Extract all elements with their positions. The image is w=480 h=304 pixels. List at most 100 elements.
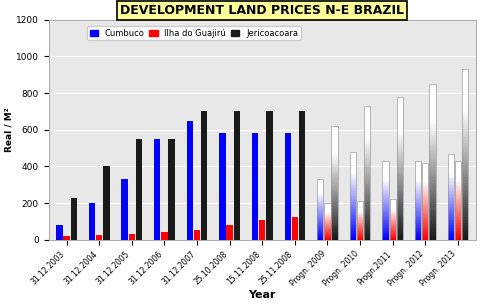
Bar <box>396 161 403 164</box>
Bar <box>422 195 429 196</box>
Bar <box>447 208 454 209</box>
Bar <box>447 161 454 162</box>
Bar <box>422 167 429 168</box>
Bar <box>63 236 70 240</box>
Bar <box>324 230 331 231</box>
Bar <box>383 228 389 229</box>
Bar <box>364 115 371 117</box>
Bar <box>396 104 403 106</box>
Bar <box>455 232 461 233</box>
Bar <box>396 226 403 228</box>
Bar <box>332 217 338 219</box>
Bar <box>455 161 461 240</box>
Bar <box>462 217 468 220</box>
Bar <box>317 181 324 182</box>
Bar <box>455 195 461 196</box>
Bar <box>357 216 363 217</box>
Bar <box>422 172 429 173</box>
Bar <box>332 225 338 226</box>
Bar <box>357 217 363 218</box>
Bar <box>364 233 371 235</box>
Bar <box>350 213 356 215</box>
Bar <box>383 195 389 196</box>
Bar <box>415 204 421 206</box>
Bar <box>447 167 454 168</box>
Bar <box>390 216 396 217</box>
Bar <box>383 230 389 232</box>
Bar <box>462 101 468 103</box>
Bar <box>455 199 461 200</box>
Bar <box>383 238 389 240</box>
Bar <box>422 188 429 190</box>
Bar <box>422 230 429 231</box>
Bar <box>415 169 421 170</box>
Bar <box>429 154 436 157</box>
Bar <box>350 234 356 235</box>
Bar <box>332 236 338 238</box>
Bar <box>447 194 454 195</box>
Bar <box>455 236 461 237</box>
Bar <box>422 236 429 237</box>
Bar <box>317 180 324 181</box>
Bar <box>415 191 421 192</box>
Bar <box>383 170 389 171</box>
Bar <box>317 205 324 206</box>
Bar <box>422 163 429 164</box>
Bar <box>396 156 403 159</box>
Bar <box>357 237 363 238</box>
Bar <box>462 160 468 163</box>
Bar <box>350 238 356 240</box>
Bar <box>462 92 468 95</box>
Bar <box>350 199 356 200</box>
Bar <box>324 212 331 213</box>
Bar <box>422 176 429 177</box>
Bar <box>462 135 468 137</box>
Bar <box>350 224 356 225</box>
Bar <box>396 154 403 156</box>
Bar <box>396 111 403 113</box>
Bar <box>364 139 371 142</box>
Bar <box>415 234 421 236</box>
Bar <box>390 199 396 240</box>
Bar <box>429 214 436 216</box>
Bar <box>383 224 389 225</box>
Bar <box>332 132 338 134</box>
Bar <box>429 105 436 107</box>
Bar <box>317 203 324 205</box>
Bar <box>357 233 363 234</box>
Bar <box>390 218 396 219</box>
Bar <box>383 173 389 174</box>
Bar <box>357 220 363 221</box>
Bar <box>415 216 421 217</box>
Bar <box>447 199 454 201</box>
Bar <box>429 151 436 154</box>
Bar <box>422 209 429 210</box>
Bar <box>462 171 468 174</box>
Bar <box>462 143 468 146</box>
Bar <box>364 144 371 146</box>
Bar <box>422 204 429 205</box>
Bar <box>317 232 324 233</box>
Bar <box>429 143 436 146</box>
Bar <box>429 232 436 235</box>
Bar <box>332 191 338 192</box>
Bar <box>462 89 468 92</box>
Bar <box>357 201 363 240</box>
Bar <box>350 155 356 156</box>
Bar <box>332 185 338 187</box>
Bar <box>422 199 429 200</box>
Bar <box>383 202 389 203</box>
Bar <box>390 226 396 227</box>
Bar <box>429 141 436 143</box>
Bar <box>415 195 421 196</box>
Bar <box>383 191 389 192</box>
Bar <box>317 234 324 235</box>
Bar <box>383 182 389 183</box>
Bar <box>324 236 331 237</box>
Bar <box>350 212 356 213</box>
Bar <box>350 197 356 199</box>
Bar <box>422 200 429 201</box>
Bar <box>422 179 429 181</box>
Bar <box>364 106 371 240</box>
Bar <box>383 199 389 200</box>
